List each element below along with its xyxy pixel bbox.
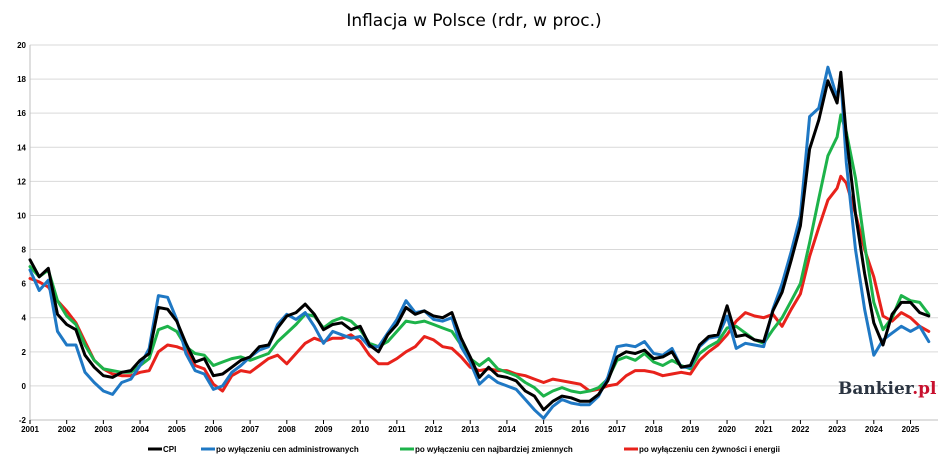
x-tick-label: 2022: [792, 425, 810, 434]
legend-label: po wyłączeniu cen najbardziej zmiennych: [415, 445, 573, 454]
y-tick-label: 8: [22, 246, 27, 255]
x-tick-label: 2020: [718, 425, 736, 434]
x-tick-label: 2006: [205, 425, 223, 434]
y-tick-label: 12: [17, 177, 26, 186]
x-tick-label: 2015: [535, 425, 553, 434]
series-line: [28, 174, 931, 393]
x-tick-label: 2012: [425, 425, 443, 434]
x-tick-label: 2009: [315, 425, 333, 434]
legend-label: po wyłączeniu cen administrowanych: [216, 445, 359, 454]
x-tick-label: 2025: [902, 425, 920, 434]
x-tick-label: 2011: [388, 425, 406, 434]
x-tick-label: 2017: [608, 425, 626, 434]
y-tick-label: 4: [22, 314, 27, 323]
y-tick-label: -2: [19, 416, 27, 425]
x-tick-label: 2002: [58, 425, 76, 434]
legend-label: po wyłączeniu cen żywności i energii: [639, 445, 780, 454]
y-tick-label: 10: [17, 211, 26, 220]
series-line: [28, 65, 931, 420]
x-tick-label: 2024: [865, 425, 883, 434]
x-tick-label: 2013: [461, 425, 479, 434]
svg-text:Bankier.pl: Bankier.pl: [838, 379, 937, 399]
y-tick-label: 0: [22, 382, 27, 391]
x-tick-label: 2007: [241, 425, 259, 434]
x-tick-label: 2018: [645, 425, 663, 434]
series-group: [28, 65, 931, 420]
y-tick-label: 14: [17, 143, 26, 152]
grid: [29, 44, 938, 421]
series-line: [28, 70, 931, 412]
x-axis: 2001 2002 2003 2004 2005 2006 2007 2008 2009 2010…: [21, 420, 920, 434]
x-tick-label: 2010: [351, 425, 369, 434]
y-tick-label: 18: [17, 75, 26, 84]
x-tick-label: 2023: [828, 425, 846, 434]
brand-logo: Bankier.pl: [838, 379, 937, 399]
y-axis: -2 0 2 4 6 8 10 12 14 16 18 20: [17, 41, 26, 425]
y-tick-label: 16: [17, 109, 26, 118]
legend: CPI po wyłączeniu cen administrowanych po …: [148, 445, 780, 454]
x-tick-label: 2003: [94, 425, 112, 434]
x-tick-label: 2021: [755, 425, 773, 434]
x-tick-label: 2008: [278, 425, 296, 434]
y-tick-label: 2: [22, 348, 27, 357]
y-tick-label: 20: [17, 41, 26, 50]
legend-label: CPI: [163, 445, 176, 454]
y-tick-label: 6: [22, 280, 27, 289]
chart-title: Inflacja w Polsce (rdr, w proc.): [346, 11, 601, 31]
x-tick-label: 2005: [168, 425, 186, 434]
x-tick-label: 2004: [131, 425, 149, 434]
x-tick-label: 2019: [681, 425, 699, 434]
x-tick-label: 2014: [498, 425, 516, 434]
x-tick-label: 2001: [21, 425, 39, 434]
x-tick-label: 2016: [571, 425, 589, 434]
